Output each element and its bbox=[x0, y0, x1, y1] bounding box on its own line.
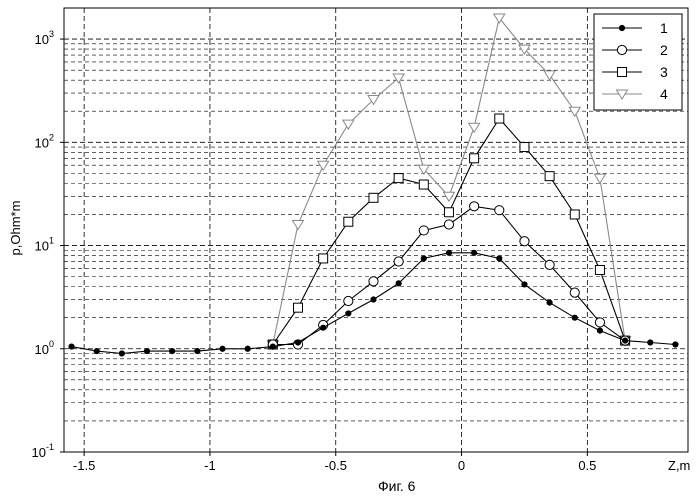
data-point bbox=[618, 68, 627, 77]
data-point bbox=[144, 348, 149, 353]
data-point bbox=[369, 277, 378, 286]
data-point bbox=[648, 340, 653, 345]
data-point bbox=[497, 256, 502, 261]
series-4 bbox=[267, 14, 630, 349]
data-point bbox=[495, 114, 504, 123]
data-point bbox=[545, 260, 554, 269]
series-layer bbox=[69, 14, 678, 356]
data-point bbox=[344, 217, 353, 226]
data-point bbox=[594, 174, 605, 183]
data-point bbox=[470, 202, 479, 211]
data-point bbox=[195, 348, 200, 353]
data-point bbox=[421, 256, 426, 261]
series-line bbox=[72, 253, 676, 354]
x-axis-label: Z,m bbox=[668, 458, 690, 473]
series-3 bbox=[268, 114, 629, 349]
data-point bbox=[444, 208, 453, 217]
legend-entry-label: 4 bbox=[660, 86, 668, 102]
y-tick-label: 103 bbox=[35, 29, 54, 47]
data-point bbox=[522, 282, 527, 287]
data-point bbox=[470, 154, 479, 163]
data-point bbox=[394, 257, 403, 266]
data-point bbox=[293, 220, 304, 229]
data-point bbox=[595, 265, 604, 274]
y-tick-label: 100 bbox=[35, 339, 54, 357]
data-point bbox=[520, 237, 529, 246]
data-point bbox=[622, 338, 627, 343]
data-point bbox=[94, 348, 99, 353]
data-point bbox=[545, 172, 554, 181]
data-point bbox=[494, 14, 505, 23]
data-point bbox=[469, 123, 480, 132]
data-point bbox=[617, 45, 626, 54]
data-point bbox=[69, 344, 74, 349]
y-axis-label: p,Ohm*m bbox=[8, 201, 23, 256]
data-point bbox=[495, 206, 504, 215]
data-point bbox=[396, 281, 401, 286]
data-point bbox=[346, 311, 351, 316]
data-point bbox=[369, 193, 378, 202]
data-point bbox=[321, 325, 326, 330]
data-point bbox=[572, 315, 577, 320]
y-tick-label: 10-1 bbox=[32, 442, 54, 460]
y-tick-label: 102 bbox=[35, 132, 54, 150]
legend-entry-label: 2 bbox=[660, 42, 668, 58]
data-point bbox=[547, 300, 552, 305]
data-point bbox=[220, 346, 225, 351]
x-tick-label: -0.5 bbox=[325, 458, 347, 473]
data-point bbox=[619, 25, 624, 30]
data-point bbox=[319, 254, 328, 263]
x-tick-label: -1 bbox=[204, 458, 216, 473]
data-point bbox=[472, 250, 477, 255]
x-tick-label: 0 bbox=[458, 458, 465, 473]
data-point bbox=[446, 250, 451, 255]
tick-labels: -1.5 -1 -0.5 0 0.5 10-1 100 101 102 103 bbox=[32, 29, 597, 473]
series-1 bbox=[69, 250, 678, 356]
data-point bbox=[371, 297, 376, 302]
legend-entry-label: 1 bbox=[660, 20, 668, 36]
data-point bbox=[673, 342, 678, 347]
data-point bbox=[318, 161, 329, 170]
data-point bbox=[394, 174, 403, 183]
data-point bbox=[444, 220, 453, 229]
y-tick-label: 101 bbox=[35, 236, 54, 254]
data-point bbox=[294, 303, 303, 312]
data-point bbox=[544, 71, 555, 80]
data-point bbox=[419, 180, 428, 189]
data-point bbox=[119, 351, 124, 356]
data-point bbox=[570, 288, 579, 297]
legend-entry-label: 3 bbox=[660, 64, 668, 80]
figure-caption: Фиг. 6 bbox=[378, 478, 416, 494]
data-point bbox=[270, 344, 275, 349]
data-point bbox=[343, 120, 354, 129]
data-point bbox=[569, 107, 580, 116]
data-point bbox=[595, 318, 604, 327]
data-point bbox=[597, 328, 602, 333]
data-point bbox=[295, 340, 300, 345]
data-point bbox=[419, 226, 428, 235]
data-point bbox=[443, 192, 454, 201]
x-tick-label: -1.5 bbox=[73, 458, 95, 473]
data-point bbox=[245, 346, 250, 351]
data-point bbox=[520, 143, 529, 152]
x-tick-label: 0.5 bbox=[578, 458, 596, 473]
data-point bbox=[344, 296, 353, 305]
data-point bbox=[570, 210, 579, 219]
legend: 1 2 3 4 bbox=[594, 14, 682, 110]
data-point bbox=[170, 348, 175, 353]
